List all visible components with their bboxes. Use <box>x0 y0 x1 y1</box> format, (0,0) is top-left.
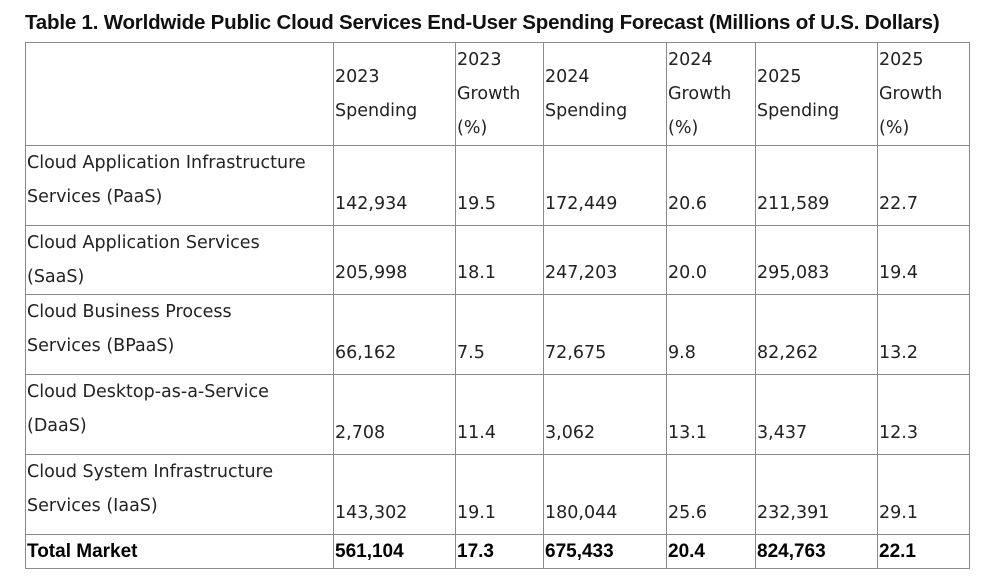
cell-value: 11.4 <box>455 374 544 455</box>
header-2023-growth: 2023 Growth (%) <box>455 42 544 146</box>
total-value: 675,433 <box>543 534 667 569</box>
cell-value: 20.0 <box>666 225 756 295</box>
cell-value: 25.6 <box>666 454 756 535</box>
cell-value: 180,044 <box>543 454 667 535</box>
cell-value: 19.4 <box>877 225 970 295</box>
cell-value: 205,998 <box>333 225 456 295</box>
header-2024-spending: 2024 Spending <box>543 42 667 146</box>
total-value: 20.4 <box>666 534 756 569</box>
cell-value: 211,589 <box>755 145 878 226</box>
cell-value: 19.5 <box>455 145 544 226</box>
header-row: 2023 Spending 2023 Growth (%) 2024 Spending … <box>25 42 970 146</box>
table-row: Cloud Application Infrastructure Services… <box>25 145 970 226</box>
table-row: Cloud Business Process Services (BPaaS) 66… <box>25 294 970 375</box>
total-value: 824,763 <box>755 534 878 569</box>
header-2025-growth: 2025 Growth (%) <box>877 42 970 146</box>
row-label: Cloud Application Services (SaaS) <box>25 225 334 295</box>
cell-value: 12.3 <box>877 374 970 455</box>
cell-value: 9.8 <box>666 294 756 375</box>
total-value: 22.1 <box>877 534 970 569</box>
cell-value: 7.5 <box>455 294 544 375</box>
header-2025-spending: 2025 Spending <box>755 42 878 146</box>
cell-value: 72,675 <box>543 294 667 375</box>
row-label: Cloud Business Process Services (BPaaS) <box>25 294 334 375</box>
cell-value: 82,262 <box>755 294 878 375</box>
table-row: Cloud Application Services (SaaS) 205,998 1… <box>25 225 970 295</box>
header-2023-spending: 2023 Spending <box>333 42 456 146</box>
row-label: Cloud System Infrastructure Services (Iaa… <box>25 454 334 535</box>
cell-value: 13.1 <box>666 374 756 455</box>
cell-value: 232,391 <box>755 454 878 535</box>
row-label: Cloud Application Infrastructure Services… <box>25 145 334 226</box>
table-title: Table 1. Worldwide Public Cloud Services… <box>25 11 940 34</box>
cell-value: 247,203 <box>543 225 667 295</box>
cell-value: 143,302 <box>333 454 456 535</box>
cell-value: 3,062 <box>543 374 667 455</box>
cell-value: 20.6 <box>666 145 756 226</box>
total-value: 17.3 <box>455 534 544 569</box>
cell-value: 29.1 <box>877 454 970 535</box>
cell-value: 172,449 <box>543 145 667 226</box>
cell-value: 3,437 <box>755 374 878 455</box>
cell-value: 142,934 <box>333 145 456 226</box>
cell-value: 18.1 <box>455 225 544 295</box>
cell-value: 19.1 <box>455 454 544 535</box>
cell-value: 13.2 <box>877 294 970 375</box>
cell-value: 66,162 <box>333 294 456 375</box>
row-label: Cloud Desktop-as-a-Service (DaaS) <box>25 374 334 455</box>
cell-value: 2,708 <box>333 374 456 455</box>
cell-value: 22.7 <box>877 145 970 226</box>
table-row: Cloud System Infrastructure Services (Iaa… <box>25 454 970 535</box>
cell-value: 295,083 <box>755 225 878 295</box>
table-row: Cloud Desktop-as-a-Service (DaaS) 2,708 11.… <box>25 374 970 455</box>
header-empty <box>25 42 334 146</box>
total-value: 561,104 <box>333 534 456 569</box>
total-row: Total Market 561,104 17.3 675,433 20.4 824,76… <box>25 534 970 569</box>
header-2024-growth: 2024 Growth (%) <box>666 42 756 146</box>
cloud-spending-table: 2023 Spending 2023 Growth (%) 2024 Spending … <box>25 42 970 569</box>
total-label: Total Market <box>25 534 334 569</box>
